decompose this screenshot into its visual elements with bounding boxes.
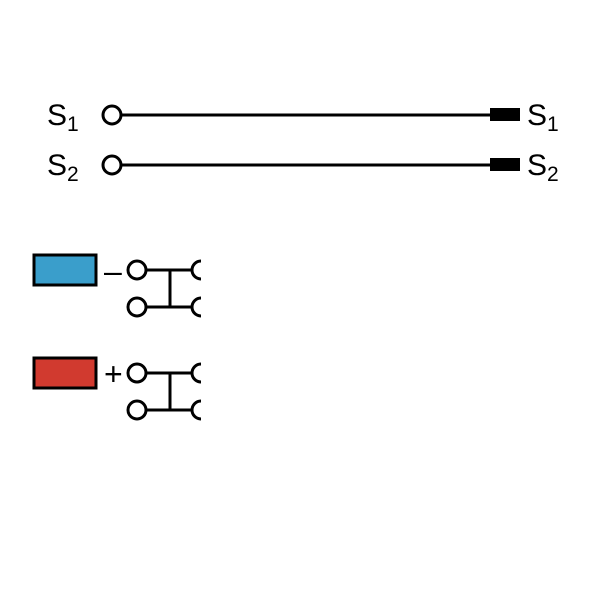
block-minus: –: [34, 253, 201, 316]
polarity-sign: +: [104, 356, 123, 392]
terminal-wiring-diagram: S1 S1 S2 S2 – +: [0, 0, 600, 600]
right-label: S1: [527, 99, 559, 136]
left-label: S2: [47, 149, 79, 186]
left-label: S1: [47, 99, 79, 136]
signal-line-s1: S1 S1: [47, 99, 559, 136]
junction-icon: [128, 261, 201, 316]
polarity-sign: –: [104, 253, 122, 289]
right-label: S2: [527, 149, 559, 186]
block-plus: +: [34, 356, 201, 419]
filled-terminal-icon: [490, 108, 520, 121]
signal-line-s2: S2 S2: [47, 149, 559, 186]
filled-terminal-icon: [490, 158, 520, 171]
open-terminal-icon: [103, 156, 121, 174]
junction-icon: [128, 364, 201, 419]
color-swatch: [34, 255, 96, 285]
color-swatch: [34, 358, 96, 388]
open-terminal-icon: [103, 106, 121, 124]
